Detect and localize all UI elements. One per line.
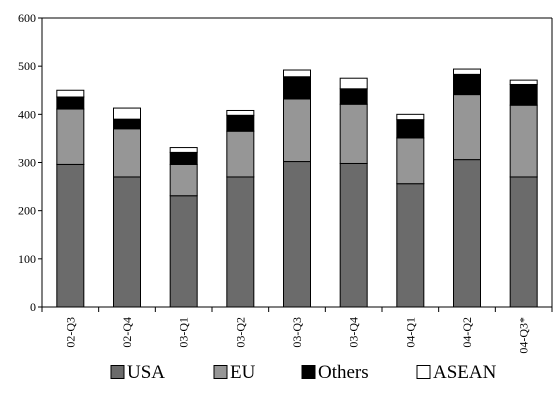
- bar-segment: [283, 69, 311, 78]
- legend-label: EU: [230, 362, 256, 383]
- bar-segment: [56, 89, 85, 98]
- bar-segment: [509, 104, 538, 178]
- y-tick-label: 100: [18, 252, 36, 266]
- bars: [56, 68, 538, 308]
- y-tick-label: 600: [18, 11, 36, 25]
- x-tick-label: 04-Q1: [403, 317, 417, 348]
- legend-label: Others: [318, 362, 369, 383]
- bar-segment: [169, 163, 198, 197]
- bar-segment: [113, 176, 141, 308]
- bar-segment: [226, 109, 255, 116]
- bar-segment: [113, 128, 141, 178]
- bar-segment: [113, 107, 141, 120]
- legend-swatch: [301, 365, 316, 379]
- bar-segment: [396, 137, 425, 185]
- legend-swatch: [213, 365, 228, 379]
- bar-segment: [56, 108, 85, 165]
- legend-swatch: [110, 365, 125, 379]
- y-tick-label: 400: [18, 107, 36, 121]
- legend-swatch: [416, 365, 431, 379]
- bar-segment: [509, 83, 538, 106]
- y-tick-label: 500: [18, 59, 36, 73]
- x-tick-label: 03-Q3: [290, 317, 304, 348]
- bar-segment: [453, 73, 481, 96]
- y-tick-label: 200: [18, 204, 36, 218]
- bar-segment: [453, 68, 481, 75]
- legend-label: USA: [127, 362, 165, 383]
- y-tick-label: 300: [18, 156, 36, 170]
- x-tick-label: 03-Q1: [177, 317, 191, 348]
- y-tick-label: 0: [30, 300, 36, 314]
- bar-segment: [226, 176, 255, 308]
- bar-segment: [339, 77, 368, 90]
- legend-label: ASEAN: [433, 362, 497, 383]
- bar-segment: [226, 114, 255, 132]
- x-tick-label: 02-Q3: [63, 317, 77, 348]
- bar-segment: [283, 98, 311, 163]
- bar-segment: [396, 183, 425, 308]
- x-tick-label: 02-Q4: [120, 317, 134, 348]
- bar-segment: [339, 88, 368, 105]
- bar-segment: [226, 130, 255, 178]
- x-tick-label: 04-Q3*: [517, 317, 531, 354]
- bar-segment: [56, 96, 85, 110]
- bar-segment: [396, 119, 425, 139]
- legend: USA EU Others ASEAN: [110, 362, 497, 383]
- x-tick-label: 03-Q4: [347, 317, 361, 348]
- bar-segment: [339, 162, 368, 308]
- bar-segment: [169, 195, 198, 308]
- bar-segment: [113, 118, 141, 130]
- bar-segment: [509, 176, 538, 308]
- bar-segment: [453, 159, 481, 308]
- bar-segment: [453, 94, 481, 161]
- axes: 0 100 200 300 400 500 600 02-Q3 02-Q4 03-Q1 03-Q2 0…: [18, 11, 553, 354]
- bar-segment: [169, 147, 198, 153]
- x-tick-label: 04-Q2: [460, 317, 474, 348]
- x-tick-label: 03-Q2: [233, 317, 247, 348]
- bar-segment: [339, 103, 368, 164]
- bar-segment: [396, 113, 425, 121]
- bar-segment: [283, 161, 311, 308]
- bar-segment: [509, 79, 538, 85]
- bar-segment: [283, 76, 311, 100]
- bar-segment: [169, 151, 198, 165]
- bar-segment: [56, 163, 85, 308]
- plot-area: [42, 17, 553, 307]
